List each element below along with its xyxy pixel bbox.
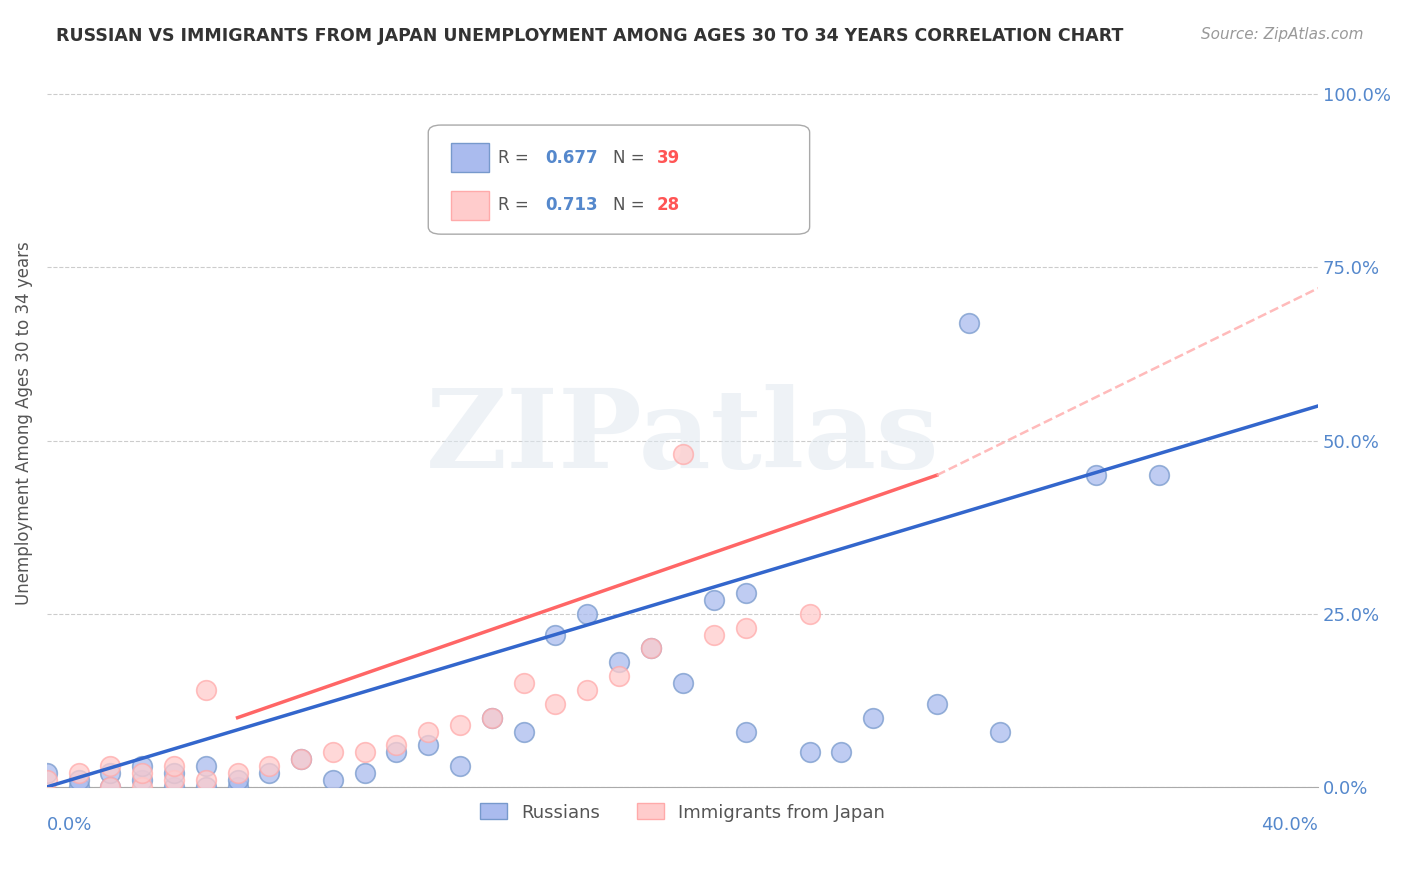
Point <box>67 766 90 780</box>
Point <box>607 669 630 683</box>
Point <box>226 766 249 780</box>
Point <box>544 627 567 641</box>
Text: 0.677: 0.677 <box>546 149 598 167</box>
Point <box>100 780 122 794</box>
Point <box>449 759 471 773</box>
Text: 0.0%: 0.0% <box>46 816 93 834</box>
Point <box>194 780 217 794</box>
Point <box>163 780 186 794</box>
Point <box>862 711 884 725</box>
Point <box>671 447 693 461</box>
Point <box>576 682 599 697</box>
Point <box>735 724 758 739</box>
Text: R =: R = <box>498 196 534 214</box>
Point <box>35 766 58 780</box>
Bar <box>451 191 489 219</box>
Y-axis label: Unemployment Among Ages 30 to 34 years: Unemployment Among Ages 30 to 34 years <box>15 242 32 605</box>
Text: R =: R = <box>498 149 534 167</box>
Point <box>259 766 281 780</box>
Point <box>67 772 90 787</box>
Point <box>607 655 630 669</box>
Text: 28: 28 <box>657 196 681 214</box>
Point <box>100 759 122 773</box>
Point <box>194 759 217 773</box>
Point <box>735 621 758 635</box>
Point <box>100 766 122 780</box>
Point <box>194 772 217 787</box>
Point <box>100 780 122 794</box>
Legend: Russians, Immigrants from Japan: Russians, Immigrants from Japan <box>472 796 893 829</box>
Point <box>353 766 375 780</box>
Point <box>544 697 567 711</box>
Point <box>290 752 312 766</box>
Point <box>35 772 58 787</box>
Point <box>259 759 281 773</box>
Point <box>322 745 344 759</box>
Point <box>385 739 408 753</box>
Point <box>1084 468 1107 483</box>
Point <box>131 772 153 787</box>
Point <box>163 759 186 773</box>
Point <box>353 745 375 759</box>
Point <box>640 641 662 656</box>
Point <box>799 745 821 759</box>
Text: 0.713: 0.713 <box>546 196 598 214</box>
Point <box>512 724 534 739</box>
Point <box>576 607 599 621</box>
Point <box>671 676 693 690</box>
Point <box>481 711 503 725</box>
FancyBboxPatch shape <box>429 125 810 235</box>
Point <box>512 676 534 690</box>
Point <box>226 780 249 794</box>
Point <box>163 772 186 787</box>
Point <box>226 772 249 787</box>
Point <box>1147 468 1170 483</box>
Point <box>988 724 1011 739</box>
Point <box>131 780 153 794</box>
Point <box>67 780 90 794</box>
Text: N =: N = <box>613 196 650 214</box>
Point <box>703 593 725 607</box>
Point <box>418 739 440 753</box>
Point <box>163 766 186 780</box>
Point <box>925 697 948 711</box>
Point <box>735 586 758 600</box>
Text: Source: ZipAtlas.com: Source: ZipAtlas.com <box>1201 27 1364 42</box>
Text: 40.0%: 40.0% <box>1261 816 1319 834</box>
Point <box>640 641 662 656</box>
Point <box>194 682 217 697</box>
Point <box>385 745 408 759</box>
Point <box>131 766 153 780</box>
Text: N =: N = <box>613 149 650 167</box>
Point <box>799 607 821 621</box>
Point <box>322 772 344 787</box>
Point <box>481 711 503 725</box>
Point <box>418 724 440 739</box>
Point <box>830 745 852 759</box>
Text: 39: 39 <box>657 149 681 167</box>
Point <box>449 717 471 731</box>
Text: RUSSIAN VS IMMIGRANTS FROM JAPAN UNEMPLOYMENT AMONG AGES 30 TO 34 YEARS CORRELAT: RUSSIAN VS IMMIGRANTS FROM JAPAN UNEMPLO… <box>56 27 1123 45</box>
Point <box>131 759 153 773</box>
Point <box>703 627 725 641</box>
Point <box>290 752 312 766</box>
Text: ZIPatlas: ZIPatlas <box>426 384 939 491</box>
Point <box>957 316 980 330</box>
Bar <box>451 144 489 172</box>
